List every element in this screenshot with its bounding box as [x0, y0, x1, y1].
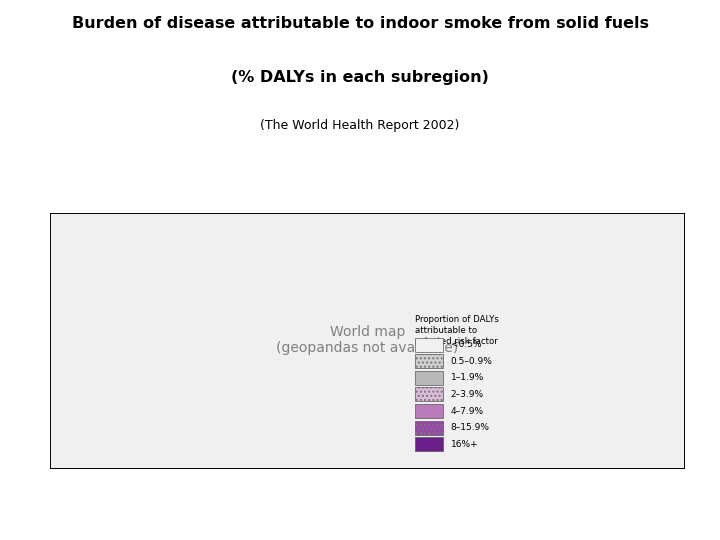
Text: 1–1.9%: 1–1.9%	[451, 373, 484, 382]
Bar	[415, 338, 444, 352]
Text: 2–3.9%: 2–3.9%	[451, 390, 484, 399]
Bar	[415, 354, 444, 368]
Text: Proportion of DALYs
attributable to
selected risk factor: Proportion of DALYs attributable to sele…	[415, 315, 498, 346]
Text: Burden of disease attributable to indoor smoke from solid fuels: Burden of disease attributable to indoor…	[71, 16, 649, 31]
Bar	[415, 421, 444, 435]
Text: 16%+: 16%+	[451, 440, 479, 449]
Bar	[415, 371, 444, 385]
Text: (The World Health Report 2002): (The World Health Report 2002)	[261, 119, 459, 132]
Bar	[415, 437, 444, 451]
Text: World map
(geopandas not available): World map (geopandas not available)	[276, 325, 459, 355]
Text: 4–7.9%: 4–7.9%	[451, 407, 484, 415]
Bar	[415, 421, 444, 435]
Bar	[415, 387, 444, 401]
Text: 0.5–0.9%: 0.5–0.9%	[451, 357, 492, 366]
Bar	[415, 354, 444, 368]
Text: (% DALYs in each subregion): (% DALYs in each subregion)	[231, 70, 489, 85]
Bar	[415, 387, 444, 401]
Bar	[415, 404, 444, 418]
Text: <0.5%: <0.5%	[451, 340, 482, 349]
Text: 8–15.9%: 8–15.9%	[451, 423, 490, 432]
